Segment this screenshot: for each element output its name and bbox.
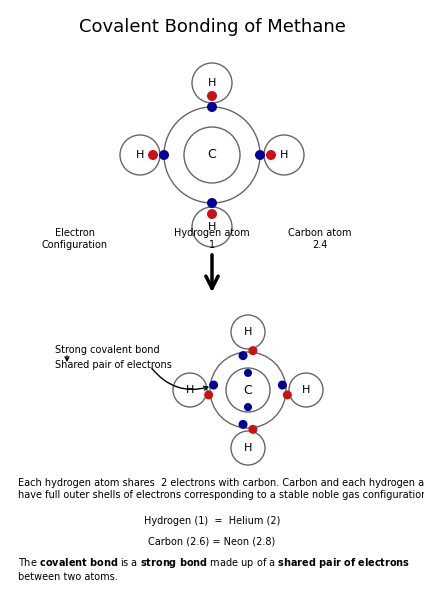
Circle shape [231,315,265,349]
Circle shape [173,373,207,407]
Text: H: H [302,385,310,395]
Text: Strong covalent bond: Strong covalent bond [55,345,159,355]
Text: C: C [244,383,252,397]
Text: H: H [244,327,252,337]
Circle shape [278,380,287,389]
Circle shape [283,391,292,400]
Text: C: C [208,148,216,161]
Circle shape [207,198,217,208]
Circle shape [209,380,218,389]
Circle shape [184,127,240,183]
Circle shape [248,425,257,434]
Circle shape [264,135,304,175]
Circle shape [207,209,217,219]
Text: H: H [280,150,288,160]
Circle shape [159,150,169,160]
Circle shape [192,207,232,247]
Circle shape [207,102,217,112]
Circle shape [239,351,248,360]
Text: H: H [186,385,194,395]
Text: The $\mathbf{covalent\ bond}$ is a $\mathbf{strong\ bond}$ made up of a $\mathbf: The $\mathbf{covalent\ bond}$ is a $\mat… [18,556,410,581]
Text: H: H [208,222,216,232]
Text: Shared pair of electrons: Shared pair of electrons [55,360,172,370]
Text: Hydrogen atom
1: Hydrogen atom 1 [174,228,250,250]
Text: Carbon (2.6) = Neon (2.8): Carbon (2.6) = Neon (2.8) [148,536,276,546]
Circle shape [248,346,257,355]
Text: Hydrogen (1)  =  Helium (2): Hydrogen (1) = Helium (2) [144,516,280,526]
Text: Covalent Bonding of Methane: Covalent Bonding of Methane [78,18,346,36]
Text: Electron
Configuration: Electron Configuration [42,228,108,250]
Circle shape [226,368,270,412]
Circle shape [207,91,217,101]
Circle shape [192,63,232,103]
Circle shape [255,150,265,160]
Text: H: H [136,150,144,160]
Text: Each hydrogen atom shares  2 electrons with carbon. Carbon and each hydrogen ato: Each hydrogen atom shares 2 electrons wi… [18,478,424,500]
Circle shape [289,373,323,407]
Circle shape [244,369,252,377]
Circle shape [266,150,276,160]
Circle shape [120,135,160,175]
Circle shape [148,150,158,160]
Circle shape [231,431,265,465]
Circle shape [204,391,213,400]
Text: Carbon atom
2.4: Carbon atom 2.4 [288,228,352,250]
Text: H: H [208,78,216,88]
Text: H: H [244,443,252,453]
Circle shape [239,420,248,429]
Circle shape [244,403,252,411]
